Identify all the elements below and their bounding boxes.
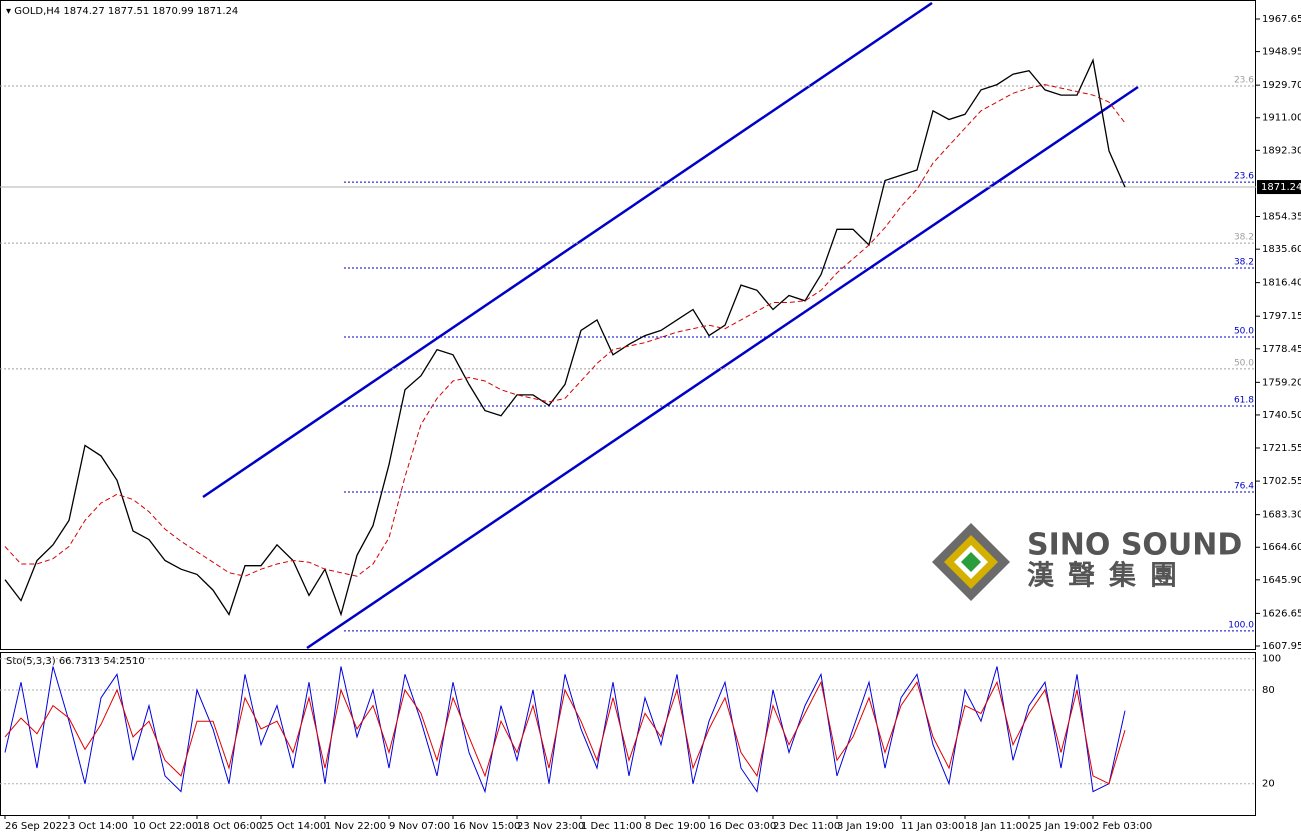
fib-label: 38.2: [1234, 233, 1254, 243]
stoch-series: [4, 666, 1126, 794]
y-tick-label: 1683.30: [1262, 510, 1301, 521]
x-tick-label: 25 Jan 19:00: [1029, 821, 1092, 832]
stoch-tick-label: 100: [1262, 654, 1281, 665]
x-tick-label: 8 Dec 19:00: [645, 821, 706, 832]
stoch-title: Sto(5,3,3) 66.7313 54.2510: [6, 656, 145, 667]
fib-label: 50.0: [1234, 358, 1254, 368]
ohlc: 1874.27 1877.51 1870.99 1871.24: [63, 6, 238, 17]
x-tick-label: 10 Oct 22:00: [133, 821, 198, 832]
stoch-panel: [0, 652, 1256, 816]
fib-label: 23.6: [1234, 172, 1254, 182]
main-panel: [0, 0, 1256, 650]
x-tick-label: 23 Nov 23:00: [517, 821, 584, 832]
chart-title: ▾ GOLD,H4 1874.27 1877.51 1870.99 1871.2…: [6, 6, 238, 17]
x-tick-label: 2 Feb 03:00: [1093, 821, 1152, 832]
x-tick-label: 3 Oct 14:00: [69, 821, 128, 832]
y-tick-label: 1854.35: [1262, 211, 1301, 222]
x-tick-label: 18 Oct 06:00: [197, 821, 262, 832]
brand-logo: [932, 523, 1010, 601]
y-tick-label: 1759.20: [1262, 377, 1301, 388]
y-tick-label: 1626.65: [1262, 608, 1301, 619]
fib-label: 61.8: [1234, 396, 1254, 406]
y-tick-label: 1702.55: [1262, 476, 1301, 487]
x-tick-label: 16 Nov 15:00: [453, 821, 520, 832]
symbol: GOLD,H4: [14, 6, 60, 17]
x-tick-label: 11 Jan 03:00: [901, 821, 964, 832]
stoch-tick-label: 80: [1262, 685, 1275, 696]
fib-label: 50.0: [1234, 327, 1254, 337]
channel-lower: [306, 85, 1139, 650]
stoch-tick-label: 20: [1262, 779, 1275, 790]
channel-upper: [202, 1, 933, 499]
x-tick-label: 16 Dec 03:00: [709, 821, 776, 832]
y-tick-label: 1835.60: [1262, 244, 1301, 255]
y-tick-label: 1664.60: [1262, 542, 1301, 553]
y-tick-label: 1645.90: [1262, 575, 1301, 586]
y-tick-label: 1816.40: [1262, 278, 1301, 289]
last-price-label: 1871.24: [1261, 182, 1301, 193]
x-tick-label: 9 Nov 07:00: [389, 821, 450, 832]
y-tick-label: 1892.30: [1262, 145, 1301, 156]
y-tick-label: 1929.70: [1262, 80, 1301, 91]
last-price-box: [1257, 180, 1301, 195]
brand-name-cn: 漢聲集團: [1027, 560, 1191, 592]
brand-name: SINO SOUND: [1027, 528, 1242, 563]
x-tick-label: 1 Dec 11:00: [581, 821, 642, 832]
y-tick-label: 1607.95: [1262, 641, 1301, 652]
y-tick-label: 1797.15: [1262, 311, 1301, 322]
x-tick-label: 18 Jan 11:00: [965, 821, 1028, 832]
x-tick-label: 23 Dec 11:00: [773, 821, 840, 832]
price-series: [4, 84, 1126, 577]
y-tick-label: 1967.65: [1262, 14, 1301, 25]
y-tick-label: 1778.45: [1262, 344, 1301, 355]
y-tick-label: 1948.95: [1262, 47, 1301, 58]
x-tick-label: 1 Nov 22:00: [325, 821, 386, 832]
x-tick-label: 3 Jan 19:00: [837, 821, 894, 832]
y-tick-label: 1740.50: [1262, 410, 1301, 421]
fib-label: 38.2: [1234, 258, 1254, 268]
fib-label: 76.4: [1234, 481, 1254, 491]
y-tick-label: 1721.55: [1262, 443, 1301, 454]
fib-label: 23.6: [1234, 76, 1254, 86]
x-tick-label: 25 Oct 14:00: [261, 821, 326, 832]
y-tick-label: 1911.00: [1262, 113, 1301, 124]
stoch-series: [4, 680, 1126, 785]
fib-label: 100.0: [1228, 620, 1254, 630]
x-tick-label: 26 Sep 2022: [5, 821, 68, 832]
price-series: [4, 58, 1126, 617]
